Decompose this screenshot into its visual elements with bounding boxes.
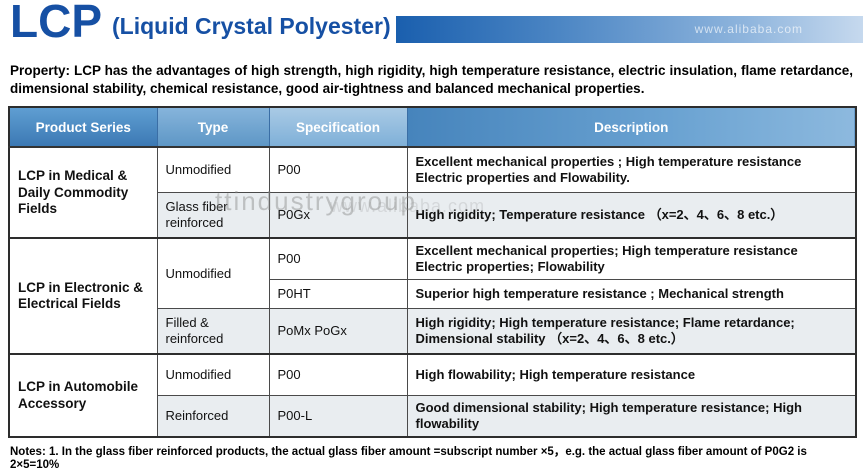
lcp-spec-table: Product Series Type Specification Descri…	[8, 106, 857, 439]
header-gradient-band: www.alibaba.com	[396, 16, 863, 43]
description-cell: Good dimensional stability; High tempera…	[406, 395, 857, 438]
page-subtitle: (Liquid Crystal Polyester)	[112, 13, 391, 39]
type-cell: Filled & reinforced	[156, 308, 270, 355]
type-cell: Unmodified	[156, 146, 270, 194]
specification-cell: P0Gx	[268, 192, 408, 239]
specification-cell: PoMx PoGx	[268, 308, 408, 355]
specification-cell: P0HT	[268, 279, 408, 310]
description-cell: High rigidity; High temperature resistan…	[406, 308, 857, 355]
table-row: LCP in Automobile Accessory Unmodified P…	[8, 353, 857, 438]
table-header: Product Series Type Specification Descri…	[8, 106, 857, 149]
specification-cell: P00	[268, 353, 408, 397]
product-series-cell: LCP in Automobile Accessory	[8, 353, 158, 438]
description-cell: Excellent mechanical properties; High te…	[406, 237, 857, 281]
type-cell: Reinforced	[156, 395, 270, 438]
table-row: P0HT Superior high temperature resistanc…	[9, 279, 857, 310]
col-header-description: Description	[406, 106, 857, 149]
type-cell: Glass fiber reinforced	[156, 192, 270, 239]
specification-cell: P00	[268, 237, 408, 281]
product-series-cell: LCP in Medical & Daily Commodity Fields	[8, 146, 158, 239]
property-intro-paragraph: Property: LCP has the advantages of high…	[10, 63, 853, 97]
description-cell: High flowability; High temperature resis…	[406, 353, 857, 397]
col-header-specification: Specification	[268, 106, 408, 149]
band-watermark-text: www.alibaba.com	[694, 22, 803, 36]
col-header-type: Type	[156, 106, 270, 149]
page-title: LCP	[10, 0, 102, 47]
description-cell: High rigidity; Temperature resistance （x…	[406, 192, 857, 239]
product-series-cell: LCP in Electronic & Electrical Fields	[8, 237, 158, 355]
table-row: LCP in Electronic & Electrical Fields Un…	[8, 237, 857, 355]
table-row: Glass fiber reinforced P0Gx High rigidit…	[9, 192, 857, 239]
type-cell: Unmodified	[156, 353, 270, 397]
document-header: LCP (Liquid Crystal Polyester) www.aliba…	[0, 0, 863, 56]
footnote: Notes: 1. In the glass fiber reinforced …	[10, 446, 807, 471]
specification-cell: P00-L	[268, 395, 408, 438]
type-cell: Unmodified	[156, 237, 270, 310]
description-cell: Excellent mechanical properties ; High t…	[406, 146, 857, 194]
col-header-product-series: Product Series	[8, 106, 158, 149]
table-row: LCP in Medical & Daily Commodity Fields …	[8, 146, 857, 239]
description-cell: Superior high temperature resistance ; M…	[406, 279, 857, 310]
specification-cell: P00	[268, 146, 408, 194]
